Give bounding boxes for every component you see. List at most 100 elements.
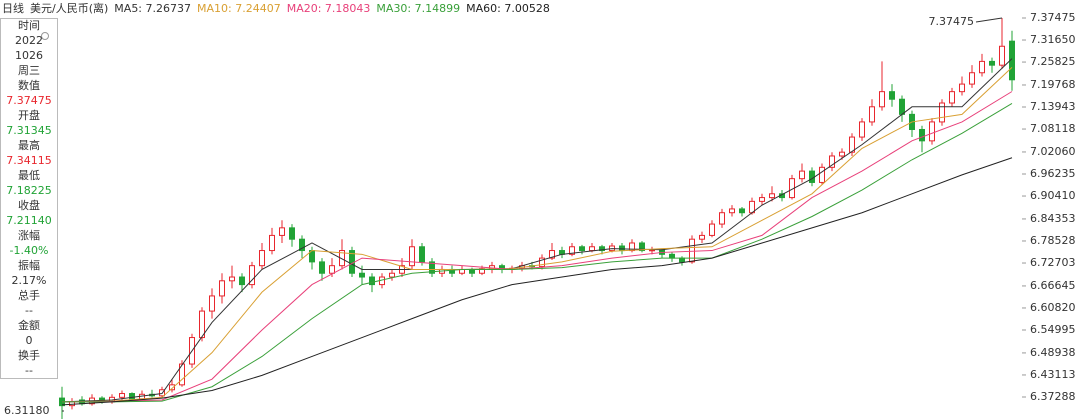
ma-line [61,58,1013,403]
candle-body [549,250,555,259]
candle-body [129,393,135,400]
info-text: -- [25,364,33,377]
candle-body [469,268,475,274]
candle-body [849,136,855,153]
candle-body [889,91,895,100]
candle-body [869,106,875,123]
candle-body [389,272,395,278]
candle-body [829,155,835,168]
candle-body [179,363,185,386]
ma-line [61,67,1013,403]
info-text: 金额 [18,318,40,332]
candle-body [369,276,375,286]
plot-area: 7.37475 6.31180 [4,15,1015,419]
info-text: 0 [26,334,33,347]
candle-body [319,261,325,274]
info-text: 数值 [18,79,40,92]
info-text: 最低 [18,169,40,182]
candle-body [949,91,955,104]
candle-body [709,223,715,236]
candle-body [169,384,175,391]
y-tick-label: 7.37475 [1030,11,1076,24]
candle-body [809,170,815,183]
y-tick-label: 6.66645 [1030,279,1076,292]
candle-body [699,234,705,240]
ma-line [61,91,1013,403]
y-tick-label: 7.02060 [1030,145,1076,158]
info-text: 1026 [15,49,43,62]
candle-body [259,250,265,267]
candle-body [639,242,645,252]
legend-entry: MA5: 7.26737 [114,2,191,15]
candle-body [589,246,595,252]
info-text: 时间 [18,19,40,32]
candle-body [929,121,935,142]
candle-body [269,234,275,252]
info-text: 涨幅 [18,229,40,242]
candle-body [719,212,725,225]
info-text: 2022 [15,34,43,47]
candle-body [359,272,365,278]
candle-body [209,295,215,312]
candle-body [729,208,735,214]
info-text: 2.17% [12,274,47,287]
candle-body [199,310,205,339]
y-tick-label: 6.78528 [1030,234,1076,247]
y-tick-label: 6.48938 [1030,346,1076,359]
info-text: -- [25,304,33,317]
candle-body [569,246,575,255]
candle-body [939,102,945,123]
info-text: 振幅 [18,258,40,272]
chart-subtitle: 美元/人民币(离) [30,1,108,15]
candle-body [879,91,885,108]
info-text: 最高 [18,138,40,152]
candle-body [769,193,775,199]
legend-entry: MA10: 7.24407 [197,2,281,15]
candle-body [539,257,545,267]
info-text: 开盘 [18,108,40,122]
y-tick-label: 6.90410 [1030,189,1076,202]
candle-body [859,121,865,138]
y-tick-label: 6.37288 [1030,390,1076,403]
candle-body [239,276,245,286]
candle-body [739,208,745,214]
candle-body [299,238,305,252]
info-text: 7.37475 [6,94,52,107]
candle-body [279,227,285,236]
annotation-line [975,17,1003,23]
candle-body [969,72,975,85]
info-text: 7.34115 [6,154,52,167]
candle-body [409,246,415,267]
y-tick-label: 6.54995 [1030,323,1076,336]
candle-body [999,45,1005,66]
y-tick-label: 7.25825 [1030,55,1076,68]
candle-body [819,166,825,183]
y-tick-label: 7.19768 [1030,78,1076,91]
candle-body [599,246,605,252]
legend-entry: MA60: 7.00528 [466,2,550,15]
info-text: 周三 [18,64,40,77]
legend-entry: MA20: 7.18043 [287,2,371,15]
ma-line [61,157,1013,406]
candle-body [679,257,685,263]
info-text: 收盘 [18,198,40,212]
legend-entry: MA30: 7.14899 [376,2,460,15]
y-tick-label: 6.60820 [1030,301,1076,314]
info-panel [0,18,58,379]
candle-body [669,253,675,259]
ma-line [62,102,1013,403]
info-text: -1.40% [10,244,49,257]
candle-body [119,393,125,398]
candle-body [989,60,995,66]
header: 日线 美元/人民币(离) MA5: 7.26737 MA10: 7.24407 MA20… [2,1,550,15]
candle-body [759,197,765,202]
candle-body [619,245,625,252]
y-tick-label: 7.13943 [1030,100,1076,113]
y-tick-label: 6.43113 [1030,368,1076,381]
candle-body [899,98,905,115]
annotation-text: 7.37475 [929,15,975,28]
settings-icon[interactable] [41,32,49,40]
y-tick-label: 6.84353 [1030,212,1076,225]
